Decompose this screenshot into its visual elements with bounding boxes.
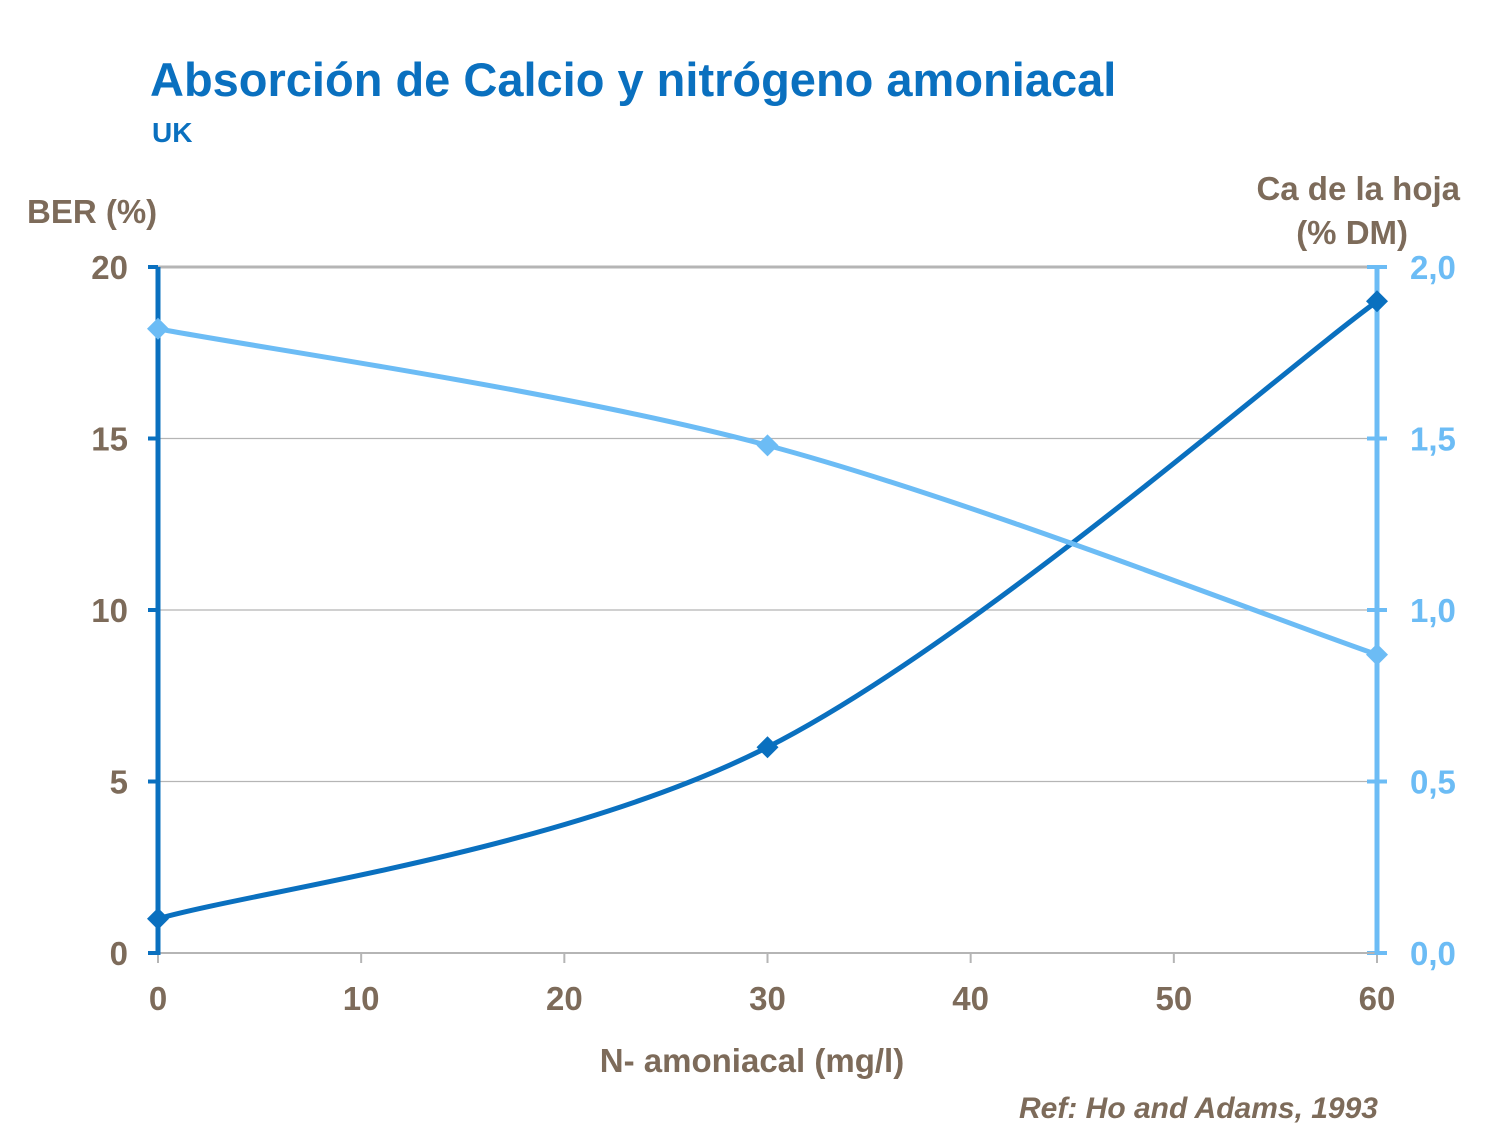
x-axis-label: N- amoniacal (mg/l): [600, 1042, 904, 1079]
reference-note: Ref: Ho and Adams, 1993: [1019, 1092, 1378, 1125]
x-tick-label: 20: [546, 980, 583, 1017]
x-tick-label: 60: [1359, 980, 1396, 1017]
x-tick-label: 0: [149, 980, 167, 1017]
y-left-tick-label: 5: [110, 764, 128, 801]
data-points: [147, 290, 1388, 930]
axes: [148, 265, 1387, 963]
data-point-ber: [756, 736, 779, 759]
series-line-calcium: [157, 326, 1378, 657]
y-right-tick-label: 1,0: [1410, 592, 1456, 629]
x-tick-label: 50: [1155, 980, 1192, 1017]
y-right-tick-label: 0,5: [1410, 764, 1456, 801]
y-right-axis-label-line1: Ca de la hoja: [1256, 170, 1460, 207]
data-point-calcium: [1366, 643, 1388, 666]
chart-title: Absorción de Calcio y nitrógeno amoniaca…: [150, 53, 1117, 106]
y-left-tick-label: 0: [110, 935, 128, 972]
y-right-axis-label-line2: (% DM): [1296, 214, 1408, 251]
x-tick-label: 40: [952, 980, 989, 1017]
chart-subtitle: UK: [152, 117, 193, 148]
data-point-calcium: [147, 317, 169, 340]
y-left-tick-label: 10: [91, 592, 128, 629]
gridlines: [158, 265, 1377, 783]
y-left-tick-label: 15: [91, 421, 128, 458]
y-right-tick-label: 0,0: [1410, 935, 1456, 972]
x-tick-label: 10: [343, 980, 380, 1017]
y-right-tick-label: 1,5: [1410, 421, 1456, 458]
tick-labels: 0 5 10 15 20 0,0 0,5 1,0 1,5 2,0 0 10 20 30 40 50 60: [91, 249, 1456, 1017]
y-left-axis-label: BER (%): [27, 193, 157, 230]
y-left-tick-label: 20: [91, 249, 128, 286]
data-point-ber: [147, 907, 169, 930]
x-tick-label: 30: [749, 980, 786, 1017]
data-point-ber: [1366, 290, 1388, 313]
data-point-calcium: [756, 434, 779, 457]
y-right-tick-label: 2,0: [1410, 249, 1456, 286]
